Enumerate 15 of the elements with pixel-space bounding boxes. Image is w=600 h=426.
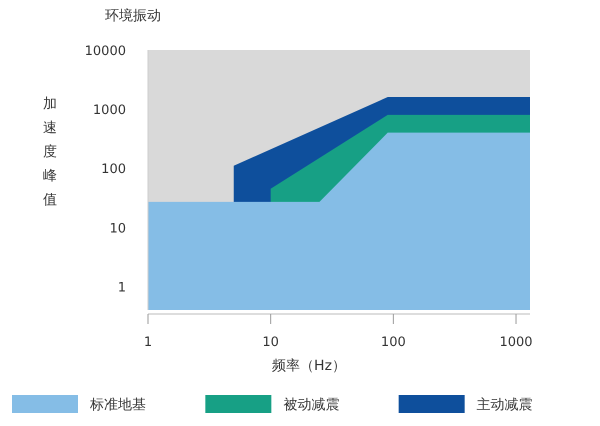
y-tick-label: 1000 xyxy=(92,103,126,118)
y-tick-label: 10000 xyxy=(84,44,126,59)
legend-label: 标准地基 xyxy=(89,397,146,413)
legend-label: 主动减震 xyxy=(476,397,533,413)
chart-title: 环境振动 xyxy=(105,8,161,24)
y-tick-label: 10 xyxy=(109,221,126,236)
x-tick-label: 10 xyxy=(262,335,279,350)
x-tick-label: 1000 xyxy=(499,335,533,350)
x-tick-label: 100 xyxy=(380,335,406,350)
y-tick-label: 100 xyxy=(101,162,126,178)
y-tick-label: 1 xyxy=(118,280,126,296)
legend-label: 被动减震 xyxy=(283,397,340,413)
x-tick-label: 1 xyxy=(144,335,152,350)
y-axis-title: 加速度峰值 xyxy=(43,96,57,208)
x-axis-title: 频率（Hz） xyxy=(272,358,346,374)
